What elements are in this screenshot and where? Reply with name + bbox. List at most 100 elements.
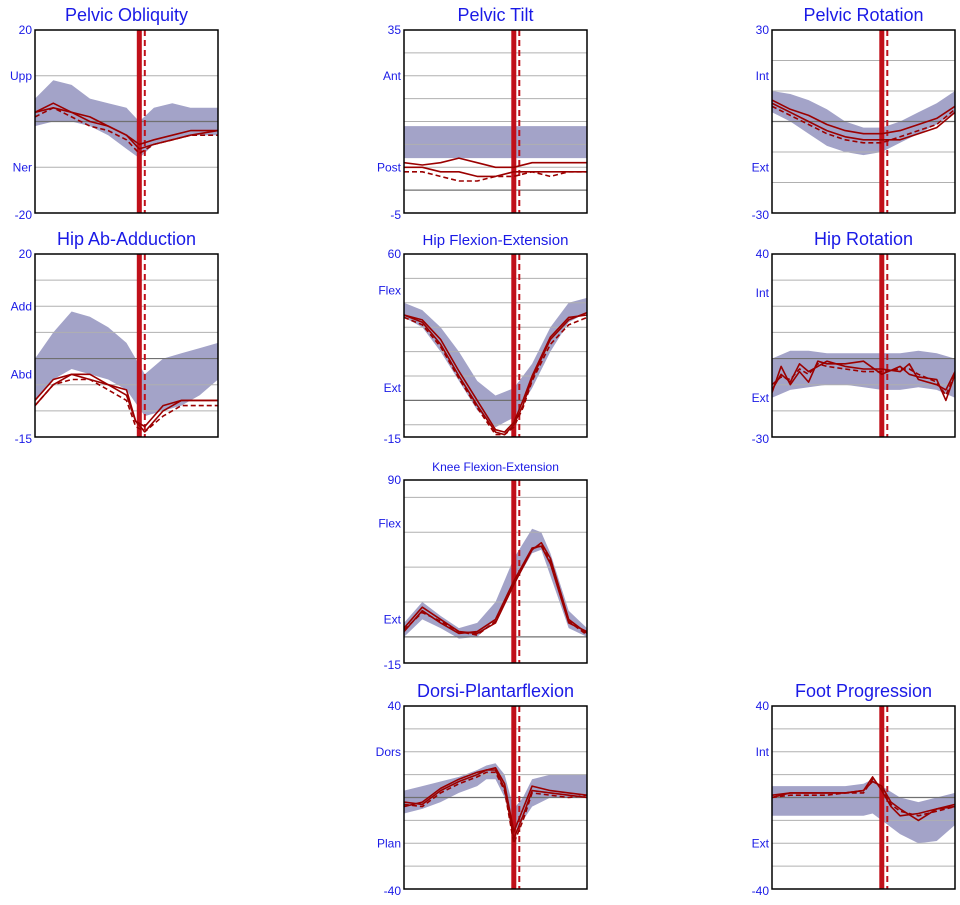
chart-foot-progression: Foot Progression 40 -40 Int Ext	[752, 681, 956, 898]
axis-label-int: Int	[756, 745, 770, 759]
chart-hip-flexion-extension: Hip Flexion-Extension 60 -15 Flex Ext	[378, 232, 588, 446]
series-line-3	[404, 771, 587, 845]
axis-label-dors: Dors	[376, 745, 401, 759]
axis-label-ant: Ant	[383, 69, 402, 83]
axis-label-add: Add	[11, 299, 32, 313]
y-max-label: 35	[388, 23, 402, 37]
chart-title-dorsi-plantarflexion: Dorsi-Plantarflexion	[417, 681, 574, 701]
chart-title-knee-flexion-extension: Knee Flexion-Extension	[432, 460, 559, 474]
y-min-label: -40	[384, 884, 402, 898]
series-line-2	[772, 776, 955, 817]
normal-band-pelvic-tilt	[404, 126, 587, 159]
axis-label-flex: Flex	[378, 517, 401, 531]
plot-area-pelvic-obliquity	[35, 30, 218, 213]
plot-frame	[34, 29, 219, 214]
axis-label-ext: Ext	[384, 381, 402, 395]
y-min-label: -30	[752, 208, 770, 222]
series-line-2	[404, 166, 587, 178]
chart-dorsi-plantarflexion: Dorsi-Plantarflexion 40 -40 Dors Plan	[376, 681, 588, 898]
y-max-label: 40	[756, 699, 770, 713]
normal-band-knee-flexion-extension	[404, 528, 587, 639]
normal-band-hip-ab-adduction	[35, 311, 218, 417]
chart-title-pelvic-tilt: Pelvic Tilt	[457, 5, 533, 25]
normal-band-hip-flexion-extension	[404, 297, 587, 428]
normal-band-hip-rotation	[772, 350, 955, 398]
series-line-1	[404, 314, 587, 433]
chart-title-pelvic-rotation: Pelvic Rotation	[803, 5, 923, 25]
plot-area-pelvic-tilt	[404, 30, 587, 213]
chart-pelvic-tilt: Pelvic Tilt 35 -5 Ant Post	[377, 5, 588, 222]
plot-area-foot-progression	[772, 706, 955, 889]
series-line-3	[404, 171, 587, 182]
plot-frame	[771, 29, 956, 214]
axis-label-ext: Ext	[752, 391, 770, 405]
series-line-2	[772, 360, 955, 391]
series-line-1	[772, 99, 955, 135]
plot-frame	[34, 253, 219, 438]
y-max-label: 60	[388, 247, 402, 261]
series-line-1	[404, 541, 587, 635]
y-max-label: 30	[756, 23, 770, 37]
chart-title-hip-rotation: Hip Rotation	[814, 229, 913, 249]
chart-pelvic-rotation: Pelvic Rotation 30 -30 Int Ext	[752, 5, 956, 222]
y-min-label: -15	[15, 432, 33, 446]
plot-frame	[771, 253, 956, 438]
series-line-2	[772, 102, 955, 141]
y-max-label: 20	[19, 23, 33, 37]
chart-title-pelvic-obliquity: Pelvic Obliquity	[65, 5, 188, 25]
plot-area-knee-flexion-extension	[404, 480, 587, 663]
axis-label-flex: Flex	[378, 284, 401, 298]
plot-frame	[403, 253, 588, 438]
chart-title-hip-flexion-extension: Hip Flexion-Extension	[423, 232, 569, 249]
y-min-label: -40	[752, 884, 770, 898]
series-line-2	[35, 102, 218, 146]
normal-band-pelvic-obliquity	[35, 80, 218, 159]
y-max-label: 90	[388, 473, 402, 487]
axis-label-post: Post	[377, 160, 402, 174]
plot-area-hip-rotation	[772, 254, 955, 437]
normal-band-dorsi-plantarflexion	[404, 763, 587, 832]
axis-label-ext: Ext	[384, 612, 402, 626]
series-line-3	[404, 543, 587, 636]
axis-label-int: Int	[756, 69, 770, 83]
chart-hip-ab-adduction: Hip Ab-Adduction 20 -15 Add Abd	[11, 229, 219, 446]
series-line-1	[404, 157, 587, 169]
axis-label-int: Int	[756, 286, 770, 300]
axis-label-ner: Ner	[13, 160, 32, 174]
y-min-label: -20	[15, 208, 33, 222]
chart-pelvic-obliquity: Pelvic Obliquity 20 -20 Upp Ner	[10, 5, 219, 222]
axis-label-upp: Upp	[10, 69, 32, 83]
plot-frame	[403, 29, 588, 214]
chart-title-hip-ab-adduction: Hip Ab-Adduction	[57, 229, 196, 249]
chart-knee-flexion-extension: Knee Flexion-Extension 90 -15 Flex Ext	[378, 460, 588, 672]
axis-label-ext: Ext	[752, 160, 770, 174]
y-min-label: -15	[384, 432, 402, 446]
series-line-3	[772, 363, 955, 396]
chart-hip-rotation: Hip Rotation 40 -30 Int Ext	[752, 229, 956, 446]
plot-frame	[771, 705, 956, 890]
normal-band-foot-progression	[772, 779, 955, 844]
series-line-3	[772, 105, 955, 144]
y-max-label: 40	[756, 247, 770, 261]
axis-label-ext: Ext	[752, 836, 770, 850]
axis-label-plan: Plan	[377, 836, 401, 850]
series-line-3	[35, 378, 218, 433]
y-max-label: 40	[388, 699, 402, 713]
y-min-label: -15	[384, 658, 402, 672]
series-line-3	[772, 778, 955, 817]
series-line-2	[404, 769, 587, 840]
plot-area-pelvic-rotation	[772, 30, 955, 213]
y-max-label: 20	[19, 247, 33, 261]
y-min-label: -30	[752, 432, 770, 446]
series-line-1	[404, 767, 587, 833]
plot-area-dorsi-plantarflexion	[404, 706, 587, 889]
series-line-2	[35, 373, 218, 428]
y-min-label: -5	[390, 208, 401, 222]
series-line-3	[35, 107, 218, 155]
plot-frame	[403, 479, 588, 664]
plot-area-hip-flexion-extension	[404, 254, 587, 437]
plot-frame	[403, 705, 588, 890]
chart-title-foot-progression: Foot Progression	[795, 681, 932, 701]
plot-area-hip-ab-adduction	[35, 254, 218, 437]
